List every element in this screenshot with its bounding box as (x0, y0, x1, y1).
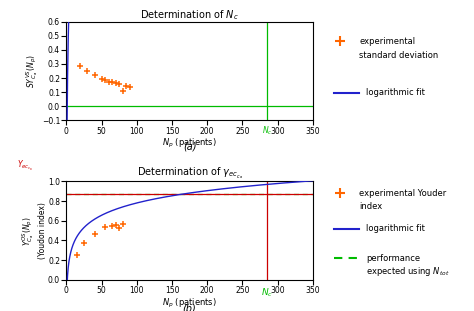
Text: standard deviation: standard deviation (359, 51, 438, 60)
Text: (a): (a) (183, 142, 196, 152)
Title: Determination of $\gamma_{ec_{c_a}}$: Determination of $\gamma_{ec_{c_a}}$ (137, 165, 243, 181)
Text: index: index (359, 202, 383, 211)
Text: performance: performance (366, 254, 420, 263)
Text: logarithmic fit: logarithmic fit (366, 224, 425, 233)
Text: experimental Youder: experimental Youder (359, 189, 447, 198)
Text: $Y_{ec_{c_a}}$: $Y_{ec_{c_a}}$ (17, 159, 34, 174)
Text: experimental: experimental (359, 37, 416, 46)
X-axis label: $N_p$ (patients): $N_p$ (patients) (162, 137, 217, 150)
Text: logarithmic fit: logarithmic fit (366, 88, 425, 97)
Text: $N_c$: $N_c$ (262, 125, 273, 137)
X-axis label: $N_p$ (patients): $N_p$ (patients) (162, 297, 217, 310)
Y-axis label: $Y^{OS}_{C_a}(N_p)$
(Youdon index): $Y^{OS}_{C_a}(N_p)$ (Youdon index) (20, 202, 46, 259)
Text: $N_c$: $N_c$ (261, 286, 273, 299)
Y-axis label: $SY^{VS}_{C_a}(N_p)$: $SY^{VS}_{C_a}(N_p)$ (24, 54, 40, 88)
Text: (b): (b) (183, 304, 197, 311)
Title: Determination of $N_c$: Determination of $N_c$ (140, 8, 239, 22)
Text: expected using $N_{tot}$: expected using $N_{tot}$ (366, 265, 450, 277)
